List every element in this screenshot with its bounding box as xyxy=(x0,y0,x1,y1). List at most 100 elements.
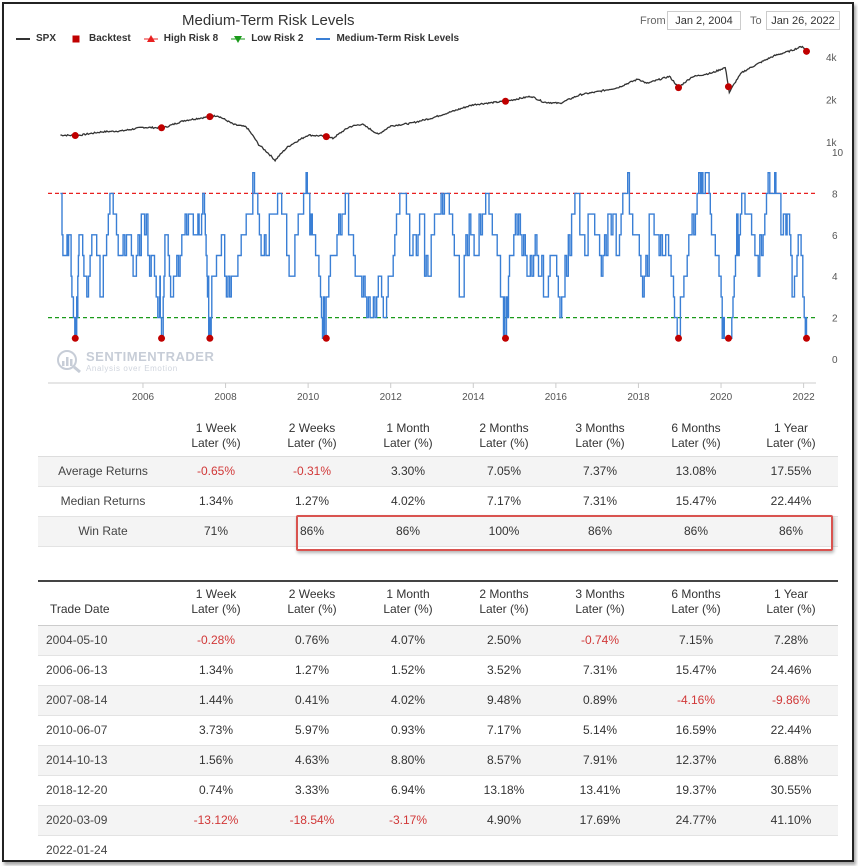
trade-return-cell: 1.44% xyxy=(168,685,264,716)
x-tick-label-1: 2008 xyxy=(214,392,237,403)
trade-return-cell: 3.33% xyxy=(264,775,360,806)
summary-header-0[interactable] xyxy=(38,416,168,457)
watermark-name: SENTIMENTRADER xyxy=(86,349,215,364)
summary-header-1[interactable]: 1 Week Later (%) xyxy=(168,416,264,457)
summary-cell: 86% xyxy=(552,516,648,547)
trades-header-5[interactable]: 3 Months Later (%) xyxy=(552,580,648,626)
legend-item-4[interactable]: Medium-Term Risk Levels xyxy=(316,33,459,44)
spx-backtest-marker-4 xyxy=(501,97,509,105)
to-label: To xyxy=(750,15,762,27)
trade-return-cell: -0.74% xyxy=(552,625,648,656)
legend-label-4: Medium-Term Risk Levels xyxy=(336,33,460,44)
trade-return-cell: 4.02% xyxy=(360,685,456,716)
trade-date-cell: 2010-06-07 xyxy=(38,715,168,746)
table-row: 2018-12-20 0.74% 3.33% 6.94% 13.18% 13.41% 19.… xyxy=(38,775,838,806)
trade-return-cell: 4.63% xyxy=(264,745,360,776)
trade-return-cell: -13.12% xyxy=(168,805,264,836)
chart-legend: SPX Backtest High Risk 8 Low Risk 2 Medium-T… xyxy=(16,33,459,44)
trade-return-cell: -3.17% xyxy=(360,805,456,836)
summary-cell: 17.55% xyxy=(744,456,838,487)
trades-header-7[interactable]: 1 Year Later (%) xyxy=(744,580,838,626)
summary-cell: 22.44% xyxy=(744,486,838,517)
trade-return-cell xyxy=(456,835,552,860)
trade-return-cell: 7.31% xyxy=(552,655,648,686)
legend-item-0[interactable]: SPX xyxy=(16,33,56,44)
to-date-input[interactable]: Jan 26, 2022 xyxy=(766,11,840,30)
summary-header-6[interactable]: 6 Months Later (%) xyxy=(648,416,744,457)
trade-date-cell: 2007-08-14 xyxy=(38,685,168,716)
legend-label-3: Low Risk 2 xyxy=(251,33,304,44)
trade-return-cell: 4.07% xyxy=(360,625,456,656)
risk-backtest-marker-7 xyxy=(803,334,811,342)
trades-header-1[interactable]: 1 Week Later (%) xyxy=(168,580,264,626)
summary-cell: 7.37% xyxy=(552,456,648,487)
trade-return-cell: 5.14% xyxy=(552,715,648,746)
spx-tick-label-2: 4k xyxy=(826,53,838,64)
risk-backtest-marker-3 xyxy=(322,334,330,342)
risk-tick-label-5: 10 xyxy=(832,148,844,159)
trade-return-cell: 1.34% xyxy=(168,655,264,686)
trade-return-cell xyxy=(168,835,264,860)
summary-cell: 3.30% xyxy=(360,456,456,487)
trade-return-cell: 0.74% xyxy=(168,775,264,806)
trade-return-cell: 1.52% xyxy=(360,655,456,686)
spx-backtest-marker-0 xyxy=(71,132,79,140)
legend-symbol-square-icon xyxy=(72,35,80,42)
trades-header-6[interactable]: 6 Months Later (%) xyxy=(648,580,744,626)
trade-return-cell: 0.89% xyxy=(552,685,648,716)
trade-return-cell: 2.50% xyxy=(456,625,552,656)
legend-symbol-line-icon xyxy=(316,37,331,40)
legend-item-1[interactable]: Backtest xyxy=(69,33,131,44)
table-row: 2006-06-13 1.34% 1.27% 1.52% 3.52% 7.31% 15.47… xyxy=(38,655,838,686)
from-date-input[interactable]: Jan 2, 2004 xyxy=(667,11,741,30)
win-rate-highlight-box xyxy=(296,515,833,551)
legend-label-1: Backtest xyxy=(89,33,131,44)
summary-cell: 86% xyxy=(648,516,744,547)
trade-return-cell: 0.41% xyxy=(264,685,360,716)
summary-cell: 7.31% xyxy=(552,486,648,517)
chart-plot: 1k 2k 4k 0 2 4 6 8 10 2006 2008 2010 2012 2014 2016 201… xyxy=(48,45,844,403)
risk-backtest-marker-1 xyxy=(158,334,166,342)
trades-header-4[interactable]: 2 Months Later (%) xyxy=(456,580,552,626)
spx-backtest-marker-1 xyxy=(158,124,166,132)
trade-date-cell: 2018-12-20 xyxy=(38,775,168,806)
legend-item-2[interactable]: High Risk 8 xyxy=(143,33,219,44)
trade-return-cell: 3.73% xyxy=(168,715,264,746)
summary-row: Win Rate 71% 86% 86% 100% 86% 86% 86% xyxy=(38,516,838,547)
risk-tick-label-2: 4 xyxy=(832,272,838,283)
summary-header-4[interactable]: 2 Months Later (%) xyxy=(456,416,552,457)
trade-return-cell: 22.44% xyxy=(744,715,838,746)
trade-return-cell: 1.56% xyxy=(168,745,264,776)
trades-table: Trade Date 1 Week Later (%) 2 Weeks Later (%… xyxy=(38,580,838,860)
trade-return-cell: 24.46% xyxy=(744,655,838,686)
trade-date-cell: 2006-06-13 xyxy=(38,655,168,686)
trade-return-cell xyxy=(360,835,456,860)
trade-return-cell: -9.86% xyxy=(744,685,838,716)
summary-row-label: Win Rate xyxy=(38,516,168,547)
risk-tick-label-4: 8 xyxy=(832,189,838,200)
summary-header-2[interactable]: 2 Weeks Later (%) xyxy=(264,416,360,457)
summary-cell: 86% xyxy=(264,516,360,547)
x-tick-label-8: 2022 xyxy=(792,392,815,403)
trade-return-cell: 7.91% xyxy=(552,745,648,776)
trade-return-cell: 8.57% xyxy=(456,745,552,776)
trade-return-cell: 12.37% xyxy=(648,745,744,776)
spx-backtest-marker-2 xyxy=(206,113,214,121)
legend-item-3[interactable]: Low Risk 2 xyxy=(231,33,303,44)
trade-return-cell: 13.41% xyxy=(552,775,648,806)
trades-header-2[interactable]: 2 Weeks Later (%) xyxy=(264,580,360,626)
spx-backtest-marker-6 xyxy=(724,83,732,91)
summary-cell: 86% xyxy=(360,516,456,547)
summary-header-5[interactable]: 3 Months Later (%) xyxy=(552,416,648,457)
trades-header-3[interactable]: 1 Month Later (%) xyxy=(360,580,456,626)
legend-label-2: High Risk 8 xyxy=(163,33,219,44)
trade-return-cell: 16.59% xyxy=(648,715,744,746)
trade-date-cell: 2022-01-24 xyxy=(38,835,168,860)
legend-symbol-triangle-up-icon xyxy=(143,34,158,42)
summary-header-3[interactable]: 1 Month Later (%) xyxy=(360,416,456,457)
spx-backtest-marker-5 xyxy=(675,84,683,92)
summary-cell: -0.31% xyxy=(264,456,360,487)
summary-header-7[interactable]: 1 Year Later (%) xyxy=(744,416,838,457)
trades-header-0[interactable]: Trade Date xyxy=(38,580,168,626)
